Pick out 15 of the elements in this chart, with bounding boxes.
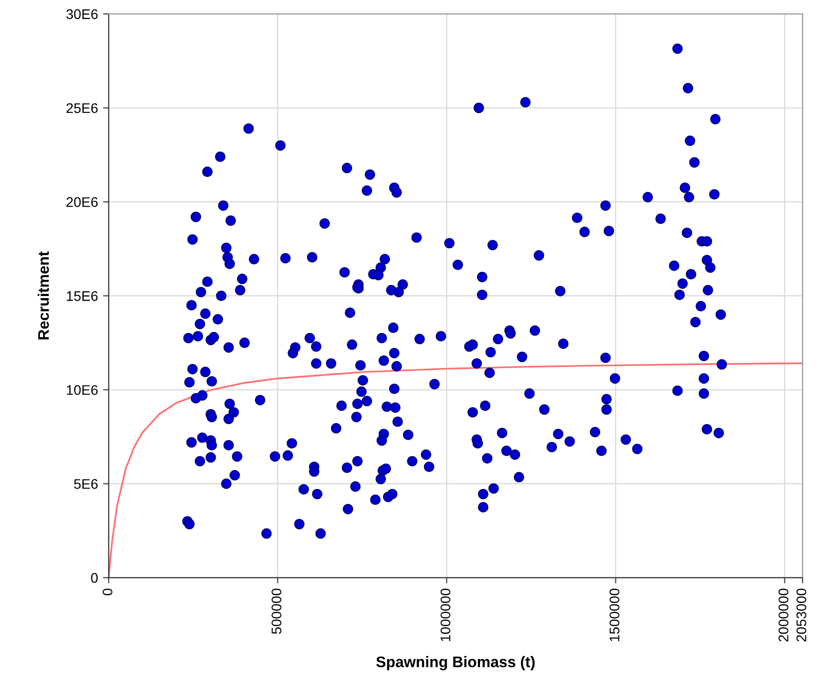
x-axis-title: Spawning Biomass (t) (376, 656, 535, 670)
x-tick-label: 1500000 (610, 588, 620, 642)
y-tick-label: 30E6 (66, 9, 98, 20)
y-tick-label: 5E6 (74, 479, 98, 489)
y-tick-label: 0 (91, 573, 98, 583)
y-tick-label: 10E6 (66, 385, 98, 395)
y-tick-label: 15E6 (66, 291, 98, 301)
y-tick-label: 20E6 (66, 197, 98, 208)
y-tick-label: 25E6 (66, 103, 98, 114)
x-tick-label: 1000000 (440, 588, 450, 642)
x-tick-label: 2053000 (796, 588, 806, 642)
x-tick-label: 2000000 (778, 588, 788, 642)
x-tick-label: 0 (102, 588, 112, 596)
x-tick-label: 500000 (272, 588, 282, 634)
y-axis-title: Recruitment (38, 251, 49, 340)
